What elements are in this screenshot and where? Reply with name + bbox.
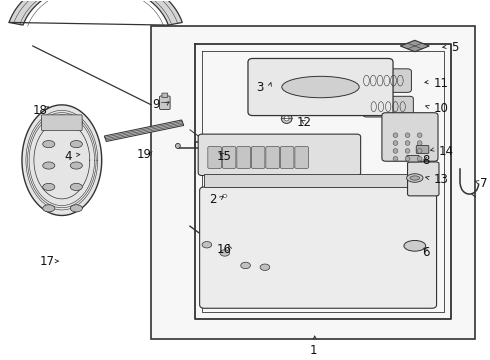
Text: 11: 11 (434, 77, 449, 90)
FancyBboxPatch shape (280, 147, 294, 168)
Ellipse shape (405, 149, 410, 153)
FancyBboxPatch shape (248, 58, 393, 116)
FancyBboxPatch shape (382, 113, 438, 161)
Ellipse shape (43, 183, 55, 190)
Ellipse shape (202, 242, 212, 248)
Ellipse shape (70, 183, 82, 190)
Text: 18: 18 (33, 104, 48, 117)
FancyBboxPatch shape (42, 115, 82, 131)
Ellipse shape (220, 193, 229, 199)
Text: 3: 3 (256, 81, 264, 94)
Ellipse shape (393, 149, 398, 153)
FancyBboxPatch shape (363, 96, 414, 117)
Text: 4: 4 (64, 150, 72, 163)
FancyBboxPatch shape (162, 93, 168, 97)
Text: 2: 2 (209, 193, 217, 206)
Ellipse shape (222, 194, 227, 198)
Polygon shape (22, 105, 102, 216)
FancyBboxPatch shape (222, 147, 236, 168)
Ellipse shape (393, 157, 398, 161)
Text: 13: 13 (434, 173, 449, 186)
Ellipse shape (417, 141, 422, 145)
Polygon shape (104, 120, 184, 141)
Text: 5: 5 (451, 41, 459, 54)
FancyBboxPatch shape (408, 162, 439, 196)
Ellipse shape (282, 76, 359, 98)
Ellipse shape (281, 113, 292, 123)
Text: 6: 6 (422, 247, 430, 260)
Ellipse shape (260, 264, 270, 270)
Ellipse shape (405, 133, 410, 138)
FancyBboxPatch shape (237, 147, 250, 168)
Ellipse shape (241, 262, 250, 269)
Text: 14: 14 (439, 145, 454, 158)
FancyBboxPatch shape (251, 147, 265, 168)
Bar (265, 81, 270, 91)
Text: 19: 19 (137, 148, 151, 161)
Text: 17: 17 (40, 255, 55, 268)
Ellipse shape (43, 162, 55, 169)
Ellipse shape (175, 143, 180, 148)
Ellipse shape (220, 250, 230, 256)
Polygon shape (400, 40, 429, 52)
Ellipse shape (264, 78, 271, 83)
Text: 15: 15 (217, 150, 231, 163)
Polygon shape (9, 0, 182, 25)
Ellipse shape (417, 133, 422, 138)
Ellipse shape (405, 141, 410, 145)
Ellipse shape (70, 140, 82, 148)
Text: 1: 1 (310, 344, 317, 357)
Ellipse shape (417, 149, 422, 153)
Ellipse shape (410, 176, 419, 180)
Text: 12: 12 (296, 116, 311, 129)
FancyBboxPatch shape (416, 145, 429, 153)
FancyBboxPatch shape (160, 96, 170, 109)
Ellipse shape (404, 240, 426, 251)
FancyBboxPatch shape (266, 147, 279, 168)
Ellipse shape (43, 205, 55, 212)
Text: 10: 10 (434, 102, 449, 115)
Text: 7: 7 (480, 177, 488, 190)
Ellipse shape (43, 119, 55, 126)
FancyBboxPatch shape (198, 134, 361, 176)
FancyBboxPatch shape (407, 156, 419, 162)
Ellipse shape (417, 157, 422, 161)
Ellipse shape (284, 116, 289, 121)
FancyBboxPatch shape (208, 147, 221, 168)
Text: 16: 16 (216, 243, 231, 256)
FancyBboxPatch shape (295, 147, 308, 168)
Ellipse shape (70, 205, 82, 212)
FancyBboxPatch shape (199, 187, 437, 308)
Text: 8: 8 (422, 154, 429, 167)
Ellipse shape (393, 133, 398, 138)
Ellipse shape (407, 174, 423, 182)
Bar (151, 26, 475, 339)
Ellipse shape (70, 162, 82, 169)
Ellipse shape (393, 141, 398, 145)
Ellipse shape (405, 157, 410, 161)
FancyBboxPatch shape (355, 69, 412, 93)
FancyBboxPatch shape (204, 175, 432, 187)
Text: 9: 9 (152, 98, 160, 111)
Ellipse shape (70, 119, 82, 126)
Ellipse shape (43, 140, 55, 148)
